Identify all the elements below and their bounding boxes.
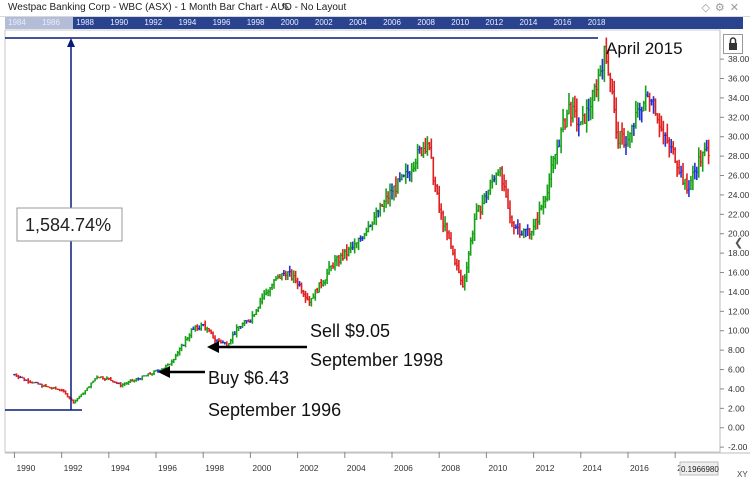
y-tick-label: 2.00 [728, 403, 745, 413]
last-value-label: 0.1966980 [681, 465, 719, 474]
navigator-year-label[interactable]: 1994 [178, 18, 197, 27]
diamond-icon[interactable]: ◇ [701, 2, 715, 14]
navigator-year-label[interactable]: 2016 [553, 18, 572, 27]
x-tick-label: 2006 [394, 463, 413, 473]
chart-title-bar: Westpac Banking Corp - WBC (ASX) - 1 Mon… [0, 0, 750, 17]
y-tick-label: 38.00 [728, 54, 750, 64]
navigator-year-label[interactable]: 2014 [519, 18, 538, 27]
y-tick-label: 12.00 [728, 306, 750, 316]
y-tick-label: 0.00 [728, 423, 745, 433]
navigator-year-label[interactable]: 2012 [485, 18, 504, 27]
window-icons: ◇⚙✕ [701, 1, 744, 14]
navigator-year-label[interactable]: 2006 [383, 18, 401, 27]
navigator-year-label[interactable]: 1988 [76, 18, 94, 27]
y-tick-label: 20.00 [728, 229, 750, 239]
y-tick-label: 26.00 [728, 171, 750, 181]
navigator-year-label[interactable]: 2018 [587, 18, 606, 27]
gain-box [16, 207, 123, 242]
navigator-year-label[interactable]: 2004 [349, 18, 367, 27]
gain-arrowhead [67, 38, 75, 47]
y-tick-label: -2.00 [728, 442, 748, 452]
navigator-year-label[interactable]: 1986 [42, 18, 60, 27]
gain-label: 1,584.74% [25, 215, 111, 235]
navigator-year-label[interactable]: 1992 [144, 18, 163, 27]
x-tick-label: 2016 [630, 463, 649, 473]
y-tick-label: 36.00 [728, 74, 750, 84]
xy-label: XY [737, 470, 748, 479]
x-tick-label: 2008 [441, 463, 460, 473]
x-tick-label: 1994 [111, 463, 130, 473]
y-tick-label: 34.00 [728, 93, 750, 103]
x-tick-label: 1990 [16, 463, 35, 473]
chart-title: Westpac Banking Corp - WBC (ASX) - 1 Mon… [8, 2, 347, 13]
navigator-year-label[interactable]: 1984 [8, 18, 26, 27]
y-tick-label: 30.00 [728, 132, 750, 142]
buy-date-label: September 1996 [208, 400, 341, 420]
lock-icon[interactable] [723, 34, 743, 54]
y-tick-label: 22.00 [728, 209, 750, 219]
navigator-year-label[interactable]: 1998 [246, 18, 265, 27]
sell-arrowhead [207, 341, 219, 353]
navigator-year-label[interactable]: 1990 [110, 18, 129, 27]
x-tick-label: 2002 [300, 463, 319, 473]
y-tick-label: 10.00 [728, 326, 750, 336]
y-tick-label: 4.00 [728, 384, 745, 394]
y-tick-label: 18.00 [728, 248, 750, 258]
x-tick-label: 2004 [347, 463, 366, 473]
chevron-left-icon[interactable]: ❮ [734, 237, 744, 249]
peak-label: April 2015 [606, 39, 683, 58]
close-icon[interactable]: ✕ [729, 2, 744, 14]
x-tick-label: 1996 [158, 463, 177, 473]
x-tick-label: 2000 [252, 463, 271, 473]
sell-date-label: September 1998 [310, 350, 443, 370]
x-tick-label: 2010 [488, 463, 507, 473]
y-tick-label: 16.00 [728, 268, 750, 278]
y-tick-label: 32.00 [728, 112, 750, 122]
navigator-year-label[interactable]: 2002 [314, 18, 333, 27]
pencil-icon[interactable]: ✎ [281, 2, 291, 14]
y-tick-label: 8.00 [728, 345, 745, 355]
y-tick-label: 14.00 [728, 287, 750, 297]
sell-price-label: Sell $9.05 [310, 321, 390, 341]
x-tick-label: 1992 [64, 463, 83, 473]
y-tick-label: 24.00 [728, 190, 750, 200]
navigator-year-label[interactable]: 2000 [280, 18, 299, 27]
navigator-year-label[interactable]: 1996 [212, 18, 231, 27]
x-tick-label: 2012 [536, 463, 555, 473]
gear-icon[interactable]: ⚙ [714, 2, 730, 14]
buy-arrowhead [158, 366, 170, 378]
last-value-tag [679, 461, 719, 476]
y-tick-label: 28.00 [728, 151, 750, 161]
buy-price-label: Buy $6.43 [208, 368, 289, 388]
x-tick-label: 1998 [205, 463, 224, 473]
x-tick-label: 2014 [583, 463, 602, 473]
navigator-selection[interactable] [5, 17, 73, 29]
y-tick-label: 6.00 [728, 365, 745, 375]
navigator-year-label[interactable]: 2008 [417, 18, 435, 27]
time-navigator[interactable]: 1984 1986 1988 1990 1992 1994 1996 1998 2000 2002… [5, 17, 743, 29]
navigator-year-label[interactable]: 2010 [451, 18, 470, 27]
